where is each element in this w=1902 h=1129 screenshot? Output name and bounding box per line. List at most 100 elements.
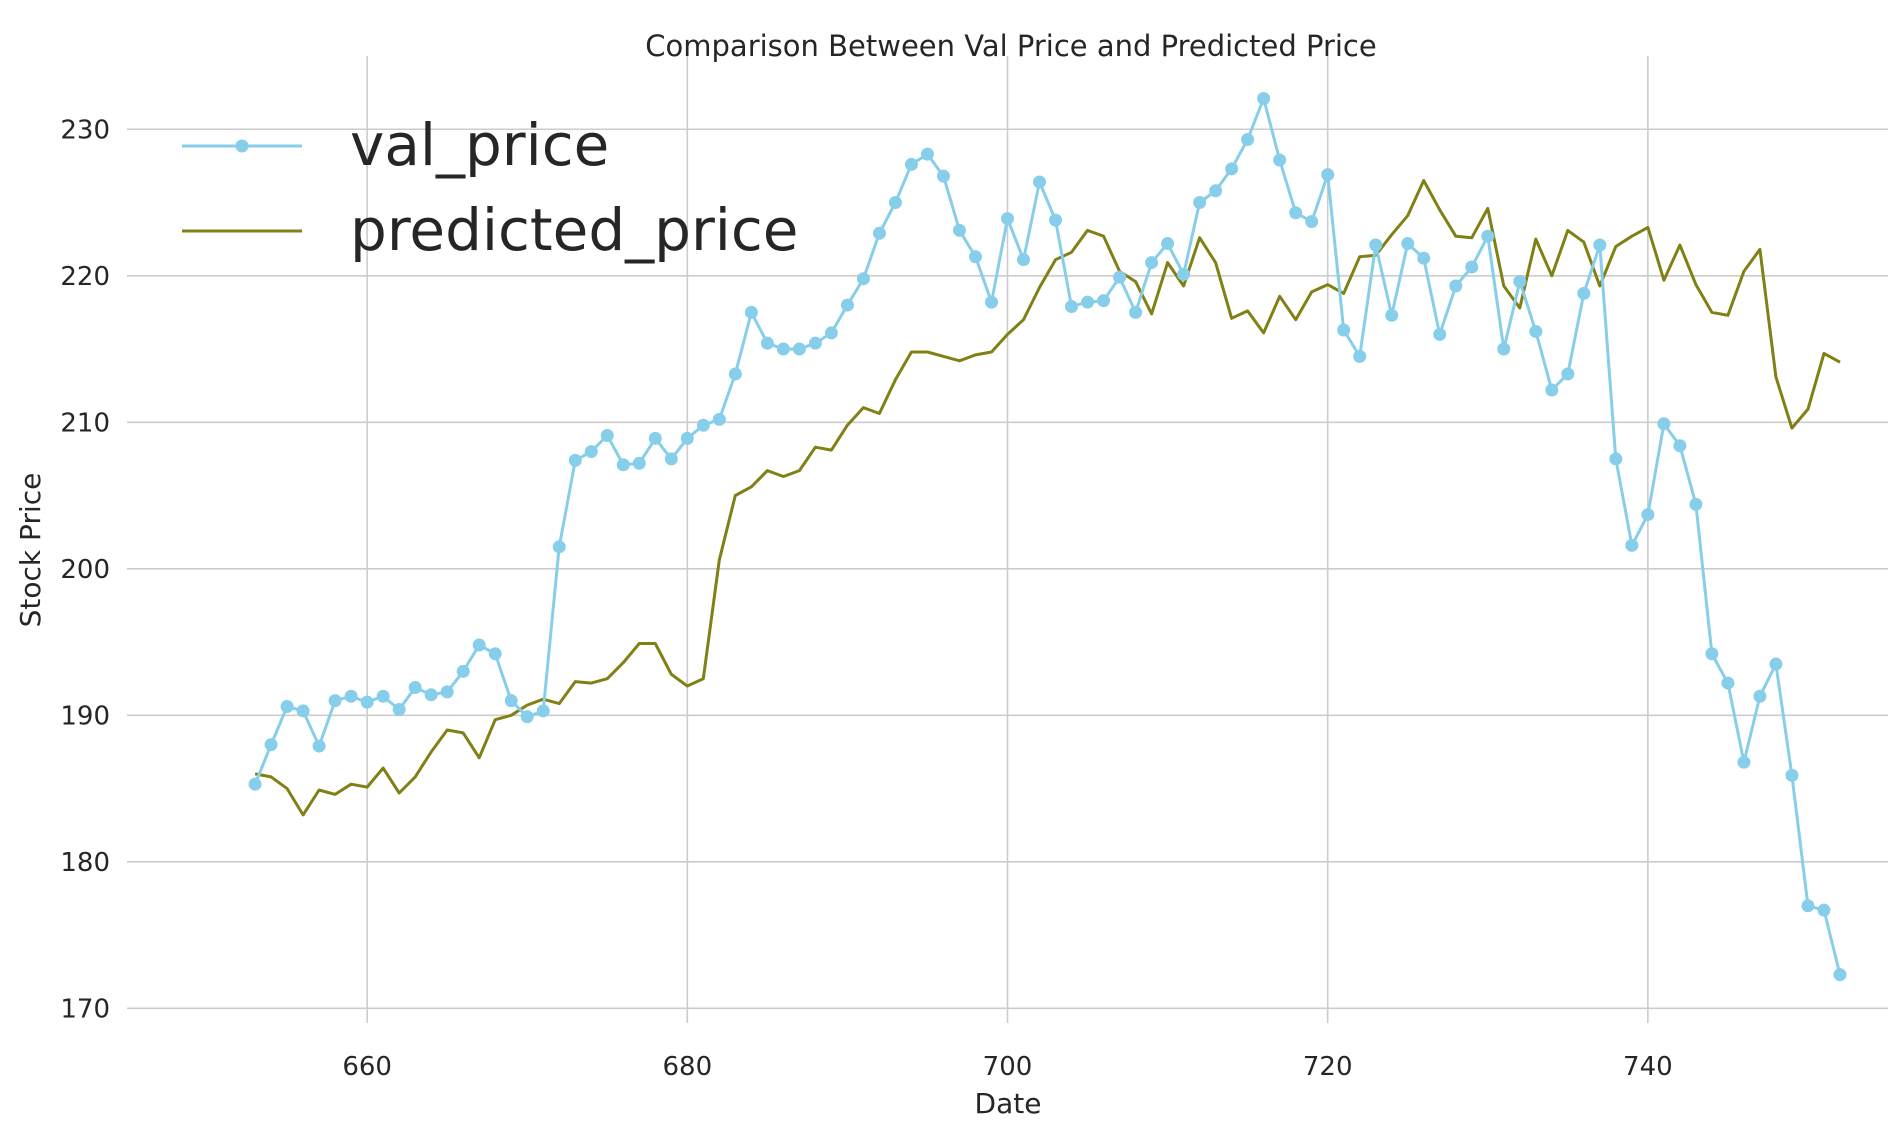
grid [127,56,1888,1023]
data-point-val_price [1065,300,1079,314]
data-point-val_price [1753,689,1767,703]
data-point-val_price [808,336,822,350]
data-point-val_price [280,700,294,714]
data-point-val_price [1145,256,1159,270]
data-point-val_price [888,196,902,210]
data-point-val_price [1657,417,1671,431]
axes: 170 180 190 200 210 220 230 660 680 700 720 740 [60,115,1672,1082]
series [248,91,1847,982]
data-point-val_price [1641,508,1655,522]
data-point-val_price [776,342,790,356]
y-tick-label: 220 [60,262,110,292]
data-point-val_price [1609,452,1623,466]
data-point-val_price [1817,903,1831,917]
data-point-val_price [1017,253,1031,267]
data-point-val_price [1705,647,1719,661]
legend: val_price predicted_price [182,111,798,264]
x-tick-label: 720 [1303,1052,1353,1082]
data-point-val_price [1129,305,1143,319]
data-point-val_price [392,702,406,716]
data-point-val_price [952,223,966,237]
data-point-val_price [1673,439,1687,453]
data-point-val_price [1193,196,1207,210]
data-point-val_price [1257,91,1271,105]
legend-marker-val_price [235,139,249,153]
y-tick-label: 190 [60,701,110,731]
data-point-val_price [1049,213,1063,227]
data-point-val_price [872,226,886,240]
data-point-val_price [840,298,854,312]
x-tick-label: 680 [662,1052,712,1082]
data-point-val_price [744,305,758,319]
data-point-val_price [792,342,806,356]
data-point-val_price [856,272,870,286]
y-tick-label: 230 [60,115,110,145]
data-point-val_price [1577,286,1591,300]
data-point-val_price [1625,538,1639,552]
data-point-val_price [408,680,422,694]
data-point-val_price [600,428,614,442]
data-point-val_price [824,326,838,340]
data-point-val_price [1497,342,1511,356]
data-point-val_price [1417,251,1431,265]
data-point-val_price [904,157,918,171]
data-point-val_price [488,647,502,661]
data-point-val_price [1401,237,1415,251]
data-point-val_price [1161,237,1175,251]
data-point-val_price [696,418,710,432]
data-point-val_price [264,738,278,752]
data-point-val_price [376,689,390,703]
data-point-val_price [1689,497,1703,511]
data-point-val_price [1209,184,1223,198]
data-point-val_price [1273,153,1287,167]
x-tick-label: 700 [983,1052,1033,1082]
data-point-val_price [936,169,950,183]
data-point-val_price [456,664,470,678]
data-point-val_price [1033,175,1047,189]
data-point-val_price [312,739,326,753]
data-point-val_price [728,367,742,381]
data-point-val_price [504,694,518,708]
data-point-val_price [1097,294,1111,308]
data-point-val_price [552,540,566,554]
data-point-val_price [1529,324,1543,338]
data-point-val_price [680,431,694,445]
data-point-val_price [472,638,486,652]
data-point-val_price [1001,212,1014,226]
data-point-val_price [712,412,726,426]
data-point-val_price [760,336,774,350]
data-point-val_price [984,295,998,309]
data-point-val_price [1785,768,1799,782]
y-tick-label: 200 [60,555,110,585]
data-point-val_price [360,695,374,709]
data-point-val_price [1593,238,1607,252]
data-point-val_price [536,704,550,718]
data-point-val_price [520,710,534,724]
data-point-val_price [248,777,262,791]
data-point-val_price [1113,270,1127,284]
data-point-val_price [1289,206,1303,220]
data-point-val_price [1737,755,1751,769]
data-point-val_price [344,689,358,703]
data-point-val_price [1305,215,1319,229]
data-point-val_price [568,453,582,467]
data-point-val_price [648,431,662,445]
data-point-val_price [1513,275,1527,289]
series-line-val_price [253,97,1842,975]
data-point-val_price [1545,383,1559,397]
data-point-val_price [1353,349,1367,363]
y-tick-label: 210 [60,408,110,438]
data-point-val_price [1561,367,1575,381]
data-point-val_price [584,445,598,459]
data-point-val_price [1241,133,1255,147]
data-point-val_price [664,452,678,466]
y-tick-label: 170 [60,994,110,1024]
data-point-val_price [1449,279,1463,293]
data-point-val_price [1801,899,1815,913]
data-point-val_price [1465,260,1479,274]
data-point-val_price [296,704,310,718]
data-point-val_price [440,685,454,699]
data-point-val_price [1225,162,1239,176]
